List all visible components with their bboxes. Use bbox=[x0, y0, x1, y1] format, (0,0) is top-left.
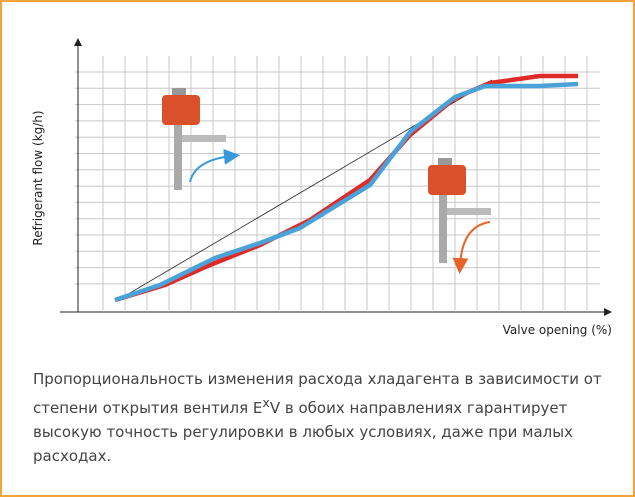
y-axis-label: Refrigerant flow (kg/h) bbox=[31, 110, 45, 245]
x-axis-label: Valve opening (%) bbox=[503, 323, 612, 337]
blue-curve bbox=[114, 81, 579, 303]
grid bbox=[75, 56, 600, 310]
red-curve bbox=[114, 73, 578, 303]
valve-icon bbox=[162, 88, 240, 190]
caption: Пропорциональность изменения расхода хла… bbox=[33, 370, 602, 465]
valve-icon bbox=[428, 158, 491, 274]
